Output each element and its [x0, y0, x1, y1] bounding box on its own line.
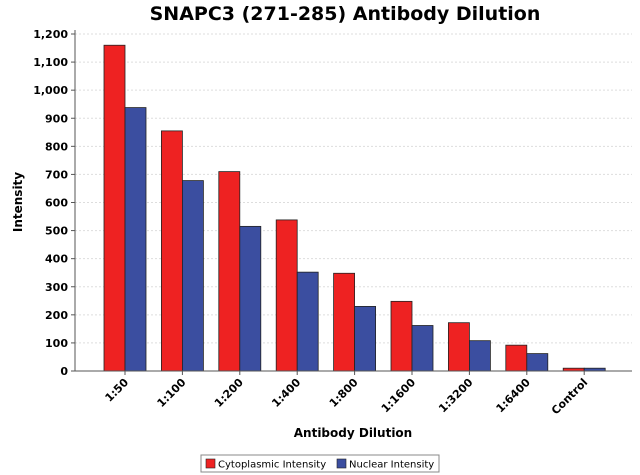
bar-nuclear — [526, 353, 549, 372]
x-tick-label: 1:800 — [327, 376, 361, 410]
bar-nuclear — [181, 180, 204, 372]
bars — [103, 44, 606, 372]
bar-nuclear — [411, 325, 434, 372]
bar-nuclear — [296, 271, 319, 372]
bar-nuclear — [354, 306, 377, 372]
bar-cytoplasmic — [390, 300, 413, 372]
y-tick-labels: 0 100 200 300 400 500 600 700 800 900 1,000 1,100 1,… — [33, 28, 68, 378]
y-tick-label: 0 — [60, 365, 68, 378]
legend-box — [200, 454, 440, 473]
bar-nuclear — [468, 340, 491, 372]
y-tick-label: 700 — [45, 168, 68, 181]
y-tick-label: 600 — [45, 197, 68, 210]
legend-label: Cytoplasmic Intensity — [218, 460, 326, 471]
y-tick-label: 500 — [45, 225, 68, 238]
x-axis-label: Antibody Dilution — [294, 426, 412, 440]
bar-cytoplasmic — [333, 272, 356, 372]
x-tick-label: 1:1600 — [379, 376, 419, 416]
x-tick-label: 1:200 — [212, 376, 246, 410]
legend: Cytoplasmic Intensity Nuclear Intensity — [200, 454, 440, 473]
bar-cytoplasmic — [275, 219, 298, 372]
y-axis-label: Intensity — [11, 172, 25, 232]
x-tick-label: 1:3200 — [436, 376, 476, 416]
y-tick-label: 100 — [45, 337, 68, 350]
x-tick-label: 1:6400 — [494, 376, 534, 416]
bar-nuclear — [124, 107, 147, 372]
x-tick-label: 1:100 — [155, 376, 189, 410]
y-tick-label: 200 — [45, 309, 68, 322]
x-tick-label: 1:400 — [269, 376, 303, 410]
bar-cytoplasmic — [447, 322, 470, 372]
y-tick-label: 1,200 — [33, 28, 68, 41]
legend-label: Nuclear Intensity — [349, 460, 434, 471]
axes — [71, 30, 632, 375]
y-tick-label: 1,000 — [33, 84, 68, 97]
x-tick-label: Control — [549, 376, 590, 417]
x-tick-labels: 1:50 1:100 1:200 1:400 1:800 1:1600 1:3200 1:64… — [103, 376, 591, 418]
y-tick-label: 300 — [45, 281, 68, 294]
bar-cytoplasmic — [103, 44, 126, 372]
y-tick-label: 800 — [45, 140, 68, 153]
legend-swatch-nuclear — [336, 458, 347, 469]
y-tick-label: 900 — [45, 112, 68, 125]
bar-cytoplasmic — [505, 344, 528, 372]
y-tick-label: 400 — [45, 253, 68, 266]
legend-swatch-cytoplasmic — [205, 458, 216, 469]
bar-cytoplasmic — [160, 130, 183, 372]
chart-title: SNAPC3 (271-285) Antibody Dilution — [150, 3, 541, 25]
x-tick-label: 1:50 — [103, 376, 132, 405]
bar-nuclear — [239, 225, 262, 372]
bar-cytoplasmic — [218, 171, 241, 372]
y-tick-label: 1,100 — [33, 56, 68, 69]
